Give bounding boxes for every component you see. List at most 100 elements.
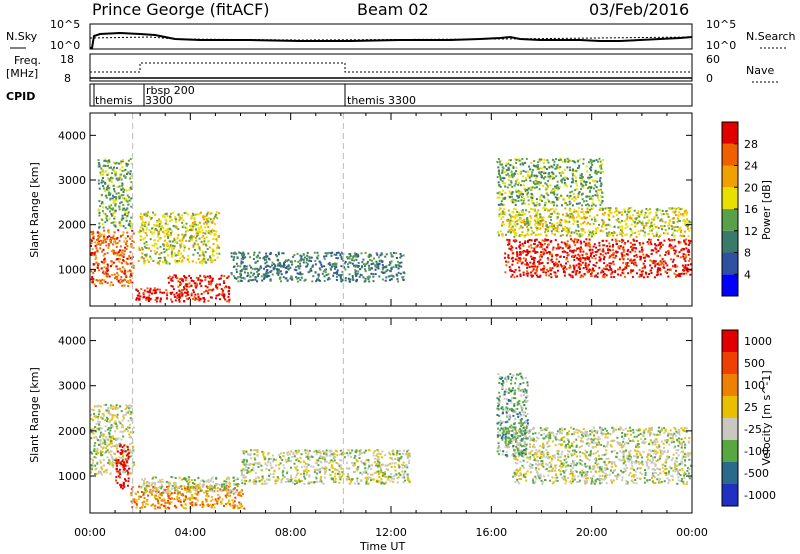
- velocity-cell: [125, 460, 128, 463]
- power-cell: [524, 202, 527, 205]
- power-cell: [569, 215, 572, 218]
- power-cell: [559, 221, 562, 224]
- power-cell: [519, 159, 522, 162]
- power-cell: [561, 227, 564, 230]
- power-cell: [591, 198, 594, 201]
- power-cell: [530, 265, 533, 268]
- power-cell: [668, 239, 671, 242]
- power-cell: [501, 193, 504, 196]
- power-cell: [585, 204, 587, 207]
- power-cell: [635, 240, 638, 242]
- power-cell: [582, 267, 585, 269]
- power-cell: [652, 227, 655, 230]
- power-cell: [317, 273, 320, 276]
- velocity-cell: [94, 473, 97, 475]
- power-cell: [149, 238, 152, 241]
- power-cell: [111, 194, 114, 197]
- power-cell: [183, 300, 186, 303]
- power-cell: [110, 212, 113, 215]
- power-cell: [165, 260, 168, 263]
- velocity-cell: [165, 489, 168, 492]
- power-cell: [193, 218, 196, 221]
- power-cell: [197, 258, 200, 261]
- power-cell: [354, 252, 357, 255]
- velocity-cell: [146, 500, 148, 503]
- power-cell: [679, 256, 682, 259]
- power-cell: [674, 251, 677, 253]
- power-cell: [218, 252, 221, 255]
- power-cell: [572, 181, 575, 183]
- power-cell: [527, 219, 530, 222]
- power-cell: [529, 179, 532, 182]
- power-cell: [501, 221, 504, 223]
- power-cell: [570, 159, 573, 162]
- power-cell: [590, 218, 593, 221]
- power-cell: [603, 224, 606, 227]
- power-cell: [593, 275, 596, 278]
- power-cell: [579, 240, 582, 243]
- power-cell: [122, 170, 125, 172]
- velocity-cell: [181, 494, 184, 497]
- power-cell: [521, 202, 524, 205]
- power-cell: [175, 274, 177, 277]
- power-cell: [524, 242, 526, 244]
- power-cell: [232, 275, 235, 278]
- power-cell: [129, 225, 132, 228]
- power-cell: [109, 284, 112, 287]
- power-cell: [564, 158, 566, 161]
- power-cell: [280, 280, 282, 283]
- power-cell: [591, 256, 594, 259]
- velocity-cell: [96, 447, 99, 450]
- velocity-cell: [110, 450, 113, 453]
- power-cell: [683, 266, 686, 269]
- power-cell: [656, 216, 659, 219]
- power-cell: [282, 266, 285, 269]
- power-cell: [687, 235, 690, 238]
- power-cell: [623, 242, 626, 245]
- power-cell: [667, 251, 670, 254]
- power-cell: [579, 176, 582, 179]
- power-cell: [109, 193, 111, 196]
- power-cell: [594, 180, 597, 183]
- power-cell: [101, 241, 104, 244]
- power-cell: [150, 217, 153, 220]
- power-cell: [586, 180, 589, 183]
- power-cell: [173, 225, 176, 228]
- power-cell: [140, 256, 143, 259]
- power-cell: [277, 259, 280, 262]
- power-cell: [121, 159, 124, 161]
- power-cell: [357, 266, 360, 268]
- power-cell: [581, 176, 584, 178]
- velocity-cell: [104, 443, 107, 446]
- power-cell: [157, 262, 160, 265]
- power-cell: [630, 245, 633, 248]
- power-cell: [592, 180, 595, 183]
- power-cell: [609, 233, 612, 236]
- power-cell: [369, 259, 372, 262]
- power-cell: [535, 204, 537, 207]
- velocity-cell: [110, 407, 112, 410]
- power-cell: [93, 252, 96, 255]
- power-cell: [335, 253, 338, 256]
- power-cell: [178, 250, 181, 252]
- power-cell: [670, 247, 673, 250]
- power-cell: [251, 267, 254, 270]
- velocity-cell: [109, 435, 112, 438]
- power-cell: [402, 254, 405, 257]
- power-cell: [233, 256, 236, 259]
- velocity-cell: [101, 442, 104, 445]
- power-cell: [541, 225, 544, 228]
- power-cell: [568, 266, 571, 269]
- power-cell: [389, 261, 391, 264]
- power-cell: [543, 252, 546, 255]
- power-cell: [387, 275, 390, 278]
- power-cell: [548, 274, 550, 277]
- velocity-cell: [121, 487, 124, 490]
- power-cell: [198, 297, 201, 300]
- power-cell: [283, 262, 285, 265]
- power-cell: [119, 278, 122, 281]
- power-cell: [564, 250, 567, 253]
- power-cell: [358, 275, 361, 278]
- power-cell: [532, 202, 535, 205]
- power-cell: [158, 218, 161, 221]
